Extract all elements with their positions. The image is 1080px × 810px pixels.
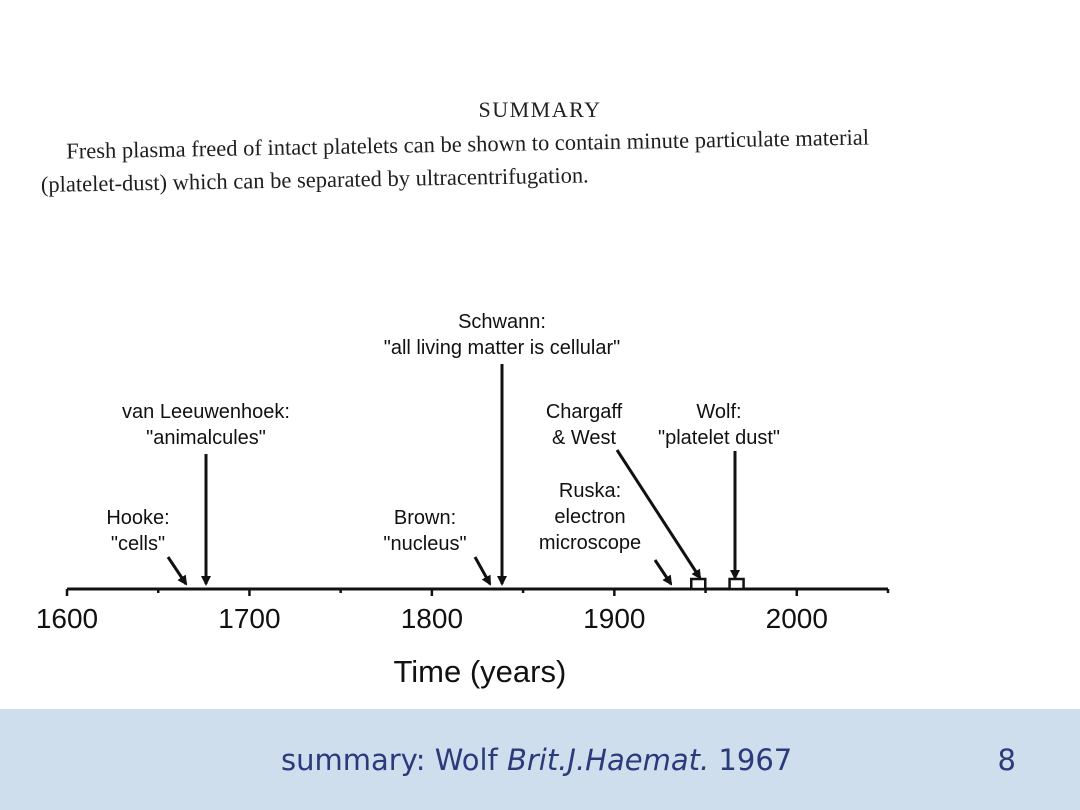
citation-year: 1967 — [709, 743, 793, 777]
event-schwann: Schwann: "all living matter is cellular" — [384, 311, 621, 586]
footer-bar: summary: Wolf Brit.J.Haemat. 1967 8 — [0, 709, 1080, 810]
summary-heading: SUMMARY — [478, 97, 602, 122]
tick-label: 2000 — [766, 603, 828, 634]
event-label-ruska: electron — [554, 506, 625, 528]
event-label-schwann: Schwann: — [458, 311, 546, 333]
citation-prefix: summary: Wolf — [281, 743, 507, 777]
event-label-wolf: "platelet dust" — [658, 427, 780, 449]
event-hooke: Hooke: "cells" — [106, 507, 188, 586]
event-label-chargaff-west: Chargaff — [546, 401, 623, 423]
event-arrow-ruska — [653, 559, 673, 586]
citation-caption: summary: Wolf Brit.J.Haemat. 1967 — [281, 743, 792, 777]
slide-number: 8 — [997, 743, 1016, 777]
event-label-van-leeuwenhoek: "animalcules" — [146, 427, 266, 449]
tick-label: 1800 — [401, 603, 463, 634]
event-ruska: Ruska: electron microscope — [539, 480, 673, 586]
event-label-chargaff-west: & West — [552, 427, 617, 449]
event-arrow-brown — [473, 556, 492, 586]
citation-journal: Brit.J.Haemat. — [506, 743, 710, 777]
event-label-brown: "nucleus" — [383, 533, 466, 555]
tick-label: 1900 — [583, 603, 645, 634]
event-arrow-chargaff-west — [615, 449, 702, 580]
timeline-diagram: 1600 1700 1800 1900 2000 Time (years) Hooke: "… — [36, 311, 890, 689]
event-chargaff-west: Chargaff & West — [546, 401, 707, 591]
event-label-van-leeuwenhoek: van Leeuwenhoek: — [122, 401, 290, 423]
event-label-ruska: microscope — [539, 532, 641, 554]
event-marker-chargaff-west — [690, 577, 707, 591]
tick-label: 1600 — [36, 603, 98, 634]
event-arrow-hooke — [166, 556, 188, 586]
event-label-hooke: Hooke: — [106, 507, 169, 529]
event-label-hooke: "cells" — [111, 533, 165, 555]
event-label-ruska: Ruska: — [559, 480, 621, 502]
tick-label: 1700 — [218, 603, 280, 634]
event-label-schwann: "all living matter is cellular" — [384, 337, 621, 359]
event-marker-wolf — [728, 577, 745, 591]
event-brown: Brown: "nucleus" — [383, 507, 492, 586]
event-label-brown: Brown: — [394, 507, 456, 529]
event-van-leeuwenhoek: van Leeuwenhoek: "animalcules" — [122, 401, 290, 586]
x-axis-label: Time (years) — [393, 654, 566, 689]
event-wolf: Wolf: "platelet dust" — [658, 401, 780, 591]
event-label-wolf: Wolf: — [696, 401, 741, 423]
